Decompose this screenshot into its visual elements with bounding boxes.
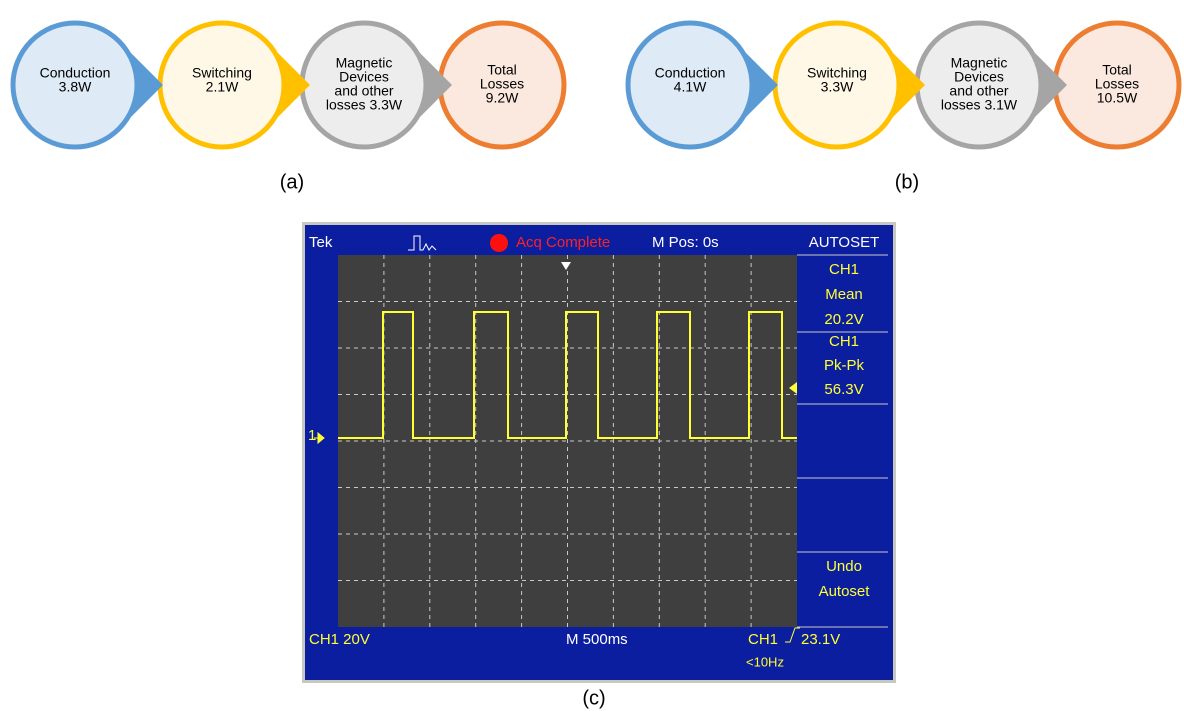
channel-scale: CH1 20V	[309, 631, 370, 648]
menu-text: Undo	[826, 558, 862, 575]
brand: Tek	[309, 234, 333, 251]
acq-indicator	[490, 234, 508, 252]
node-label: 3.3W	[821, 79, 854, 95]
node-label: losses 3.3W	[326, 97, 403, 113]
node-label: 3.8W	[59, 79, 92, 95]
trigger-level: 23.1V	[801, 631, 840, 648]
oscilloscope: Tek Acq Complete M Pos: 0s AUTOSET 1 CH1…	[302, 222, 896, 709]
figure: TotalLosses9.2WMagneticDevicesand otherl…	[0, 0, 1184, 711]
trigger-source: CH1	[748, 631, 778, 648]
acq-status: Acq Complete	[516, 234, 610, 251]
node-label: losses 3.1W	[941, 97, 1018, 113]
node-label: 9.2W	[486, 90, 519, 106]
menu-text: Pk-Pk	[824, 357, 865, 374]
node-label: 4.1W	[674, 79, 707, 95]
menu-text: Autoset	[819, 583, 871, 600]
caption: (b)	[895, 171, 919, 193]
menu-text: 20.2V	[824, 311, 863, 328]
channel-marker: 1	[308, 427, 316, 444]
frequency: <10Hz	[746, 654, 784, 669]
menu-title: AUTOSET	[809, 234, 880, 251]
caption: (c)	[582, 687, 605, 709]
position: M Pos: 0s	[652, 234, 719, 251]
menu-text: CH1	[829, 261, 859, 278]
node-label: 10.5W	[1097, 90, 1138, 106]
timebase: M 500ms	[566, 631, 628, 648]
menu-text: Mean	[825, 286, 863, 303]
caption: (a)	[280, 171, 304, 193]
menu-text: CH1	[829, 333, 859, 350]
menu-text: 56.3V	[824, 381, 863, 398]
node-label: 2.1W	[206, 79, 239, 95]
